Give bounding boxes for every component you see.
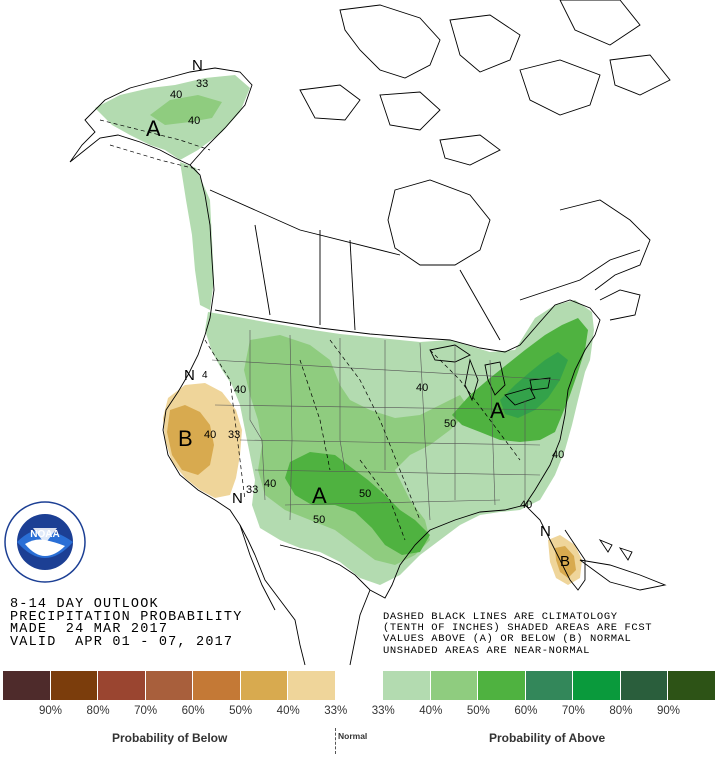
noaa-logo-text: NOAA <box>30 529 59 540</box>
california-below-40-area <box>167 405 214 475</box>
southern-plains-50b-label: 50 <box>313 514 325 526</box>
legend-swatch <box>383 671 431 700</box>
legend-swatch <box>145 671 194 700</box>
alaska-a-label: A <box>146 116 161 141</box>
california-b-label: B <box>178 426 193 451</box>
legend-swatch <box>50 671 99 700</box>
conus-above-50-area <box>244 335 470 565</box>
below-caption: Probability of Below <box>112 731 228 745</box>
legend-label: 33% <box>371 705 395 717</box>
california-33-label: 33 <box>228 429 240 441</box>
state-lines <box>211 330 561 521</box>
legend-label: 40% <box>419 705 443 717</box>
east-above-60-area <box>452 318 588 442</box>
made-date: MADE 24 MAR 2017 <box>10 622 169 637</box>
legend-label: 60% <box>181 705 205 717</box>
legend-label: 60% <box>514 705 538 717</box>
legend-swatch <box>478 671 526 700</box>
legend-swatch <box>335 671 384 700</box>
legend-swatch <box>288 671 336 700</box>
title-block: 8-14 DAY OUTLOOK PRECIPITATION PROBABILI… <box>10 597 310 650</box>
legend-swatch <box>525 671 574 700</box>
note-block: DASHED BLACK LINES ARE CLIMATOLOGY (TENT… <box>383 611 718 657</box>
above-caption: Probability of Above <box>489 731 606 745</box>
note-line-4: UNSHADED AREAS ARE NEAR-NORMAL <box>383 644 591 657</box>
legend-label: 90% <box>39 705 63 717</box>
pnw-coast-above-area <box>180 162 214 310</box>
east-40b-label: 40 <box>552 449 564 461</box>
southwest-33-label: 33 <box>246 484 258 496</box>
east-a-label: A <box>490 398 505 423</box>
florida-n-label: N <box>540 523 551 540</box>
climatology-lines <box>99 119 521 541</box>
note-line-1: DASHED BLACK LINES ARE CLIMATOLOGY <box>383 611 618 623</box>
alaska-33-label: 33 <box>196 78 208 90</box>
legend-label: 50% <box>229 705 253 717</box>
legend-label: 33% <box>324 705 348 717</box>
alaska-40b-label: 40 <box>188 115 200 127</box>
legend-label: 80% <box>86 705 110 717</box>
outlook-subtitle: PRECIPITATION PROBABILITY <box>10 609 243 625</box>
legend-swatch <box>573 671 621 700</box>
normal-divider <box>335 728 337 754</box>
legend-label: 90% <box>656 705 680 717</box>
southwest-n-label: N <box>232 490 243 507</box>
southern-plains-50a-label: 50 <box>359 488 371 500</box>
alaska-40a-label: 40 <box>170 89 182 101</box>
legend-swatch <box>3 671 51 700</box>
legend-swatch <box>240 671 289 700</box>
east-40a-label: 40 <box>416 382 428 394</box>
note-line-2: (TENTH OF INCHES) SHADED AREAS ARE FCST <box>383 622 653 635</box>
west-n-label: N <box>184 367 195 384</box>
legend-swatch <box>620 671 669 700</box>
geography-outlines <box>69 0 671 666</box>
normal-caption: Normal <box>338 731 368 741</box>
legend-label: 70% <box>134 705 158 717</box>
legend-swatch <box>98 671 146 700</box>
florida-b-label: B <box>560 553 570 570</box>
florida-below-40-area <box>555 546 576 578</box>
west-40-label: 40 <box>234 384 246 396</box>
east-50-label: 50 <box>444 418 456 430</box>
outlook-map: N 33 40 40 A N 4 40 B 40 33 N 33 40 A 50… <box>69 0 671 666</box>
legend-label: 40% <box>276 705 300 717</box>
east-above-70-area <box>500 352 568 418</box>
alaska-n-label: N <box>192 57 203 74</box>
note-line-3: VALUES ABOVE (A) OR BELOW (B) NORMAL <box>383 633 632 646</box>
legend-labels: 90% 80% 70% 60% 50% 40% 33% 33% 40% 50% 60% 70% 80% 9… <box>3 705 716 719</box>
southern-plains-a-label: A <box>312 483 327 508</box>
legend-label: 50% <box>466 705 490 717</box>
california-40-label: 40 <box>204 429 216 441</box>
legend-swatch <box>193 671 241 700</box>
alaska-above-50-area <box>150 95 222 125</box>
legend-color-bar <box>3 671 716 700</box>
west-4-label: 4 <box>202 370 208 381</box>
legend-label: 80% <box>609 705 633 717</box>
valid-range: VALID APR 01 - 07, 2017 <box>10 634 234 650</box>
map-labels: N 33 40 40 A N 4 40 B 40 33 N 33 40 A 50… <box>146 57 570 570</box>
legend-swatch <box>430 671 479 700</box>
noaa-logo: NOAA <box>4 501 86 583</box>
legend-label: 70% <box>561 705 585 717</box>
southwest-40-label: 40 <box>264 478 276 490</box>
outlook-title: 8-14 DAY OUTLOOK <box>10 597 159 612</box>
southeast-40-label: 40 <box>520 499 532 511</box>
legend-swatch <box>668 671 716 700</box>
